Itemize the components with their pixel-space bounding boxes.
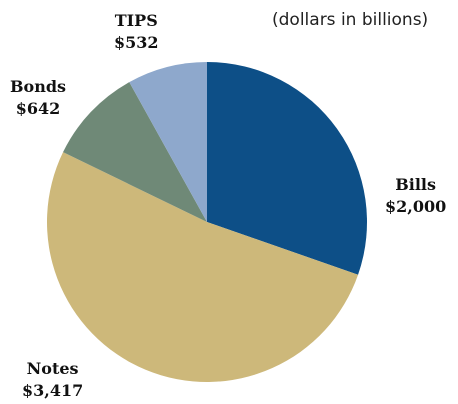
slice-label-bills: Bills $2,000 bbox=[385, 174, 446, 218]
slice-label-tips: TIPS $532 bbox=[114, 10, 159, 54]
slice-value: $2,000 bbox=[385, 197, 447, 216]
pie-slice-tips bbox=[129, 62, 207, 222]
pie-slice-bills bbox=[207, 62, 368, 275]
slice-value: $3,417 bbox=[22, 381, 84, 400]
slice-label-notes: Notes $3,417 bbox=[22, 358, 83, 402]
pie-slices bbox=[47, 62, 368, 382]
pie-slice-notes bbox=[47, 152, 359, 382]
pie-slice-bonds bbox=[63, 82, 207, 222]
slice-name: TIPS bbox=[114, 11, 158, 30]
slice-name: Bills bbox=[395, 175, 436, 194]
slice-value: $532 bbox=[114, 33, 159, 52]
slice-value: $642 bbox=[15, 99, 61, 118]
chart-subtitle: (dollars in billions) bbox=[272, 10, 429, 30]
slice-name: Bonds bbox=[10, 77, 67, 96]
slice-name: Notes bbox=[26, 359, 79, 378]
slice-label-bonds: Bonds $642 bbox=[10, 76, 66, 120]
